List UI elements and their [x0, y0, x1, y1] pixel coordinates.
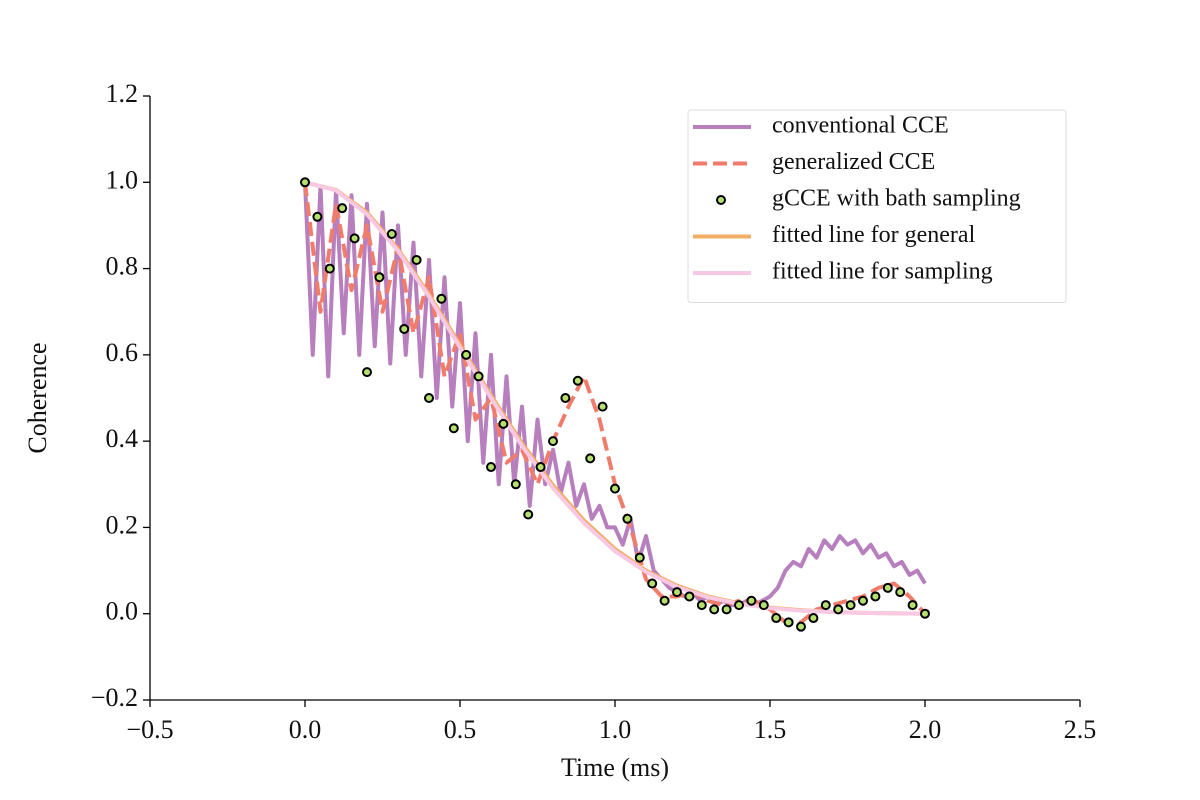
- scatter-point: [386, 229, 397, 240]
- scatter-point: [634, 552, 645, 563]
- scatter-point: [473, 371, 484, 382]
- x-tick-label: 2.0: [909, 715, 942, 744]
- scatter-point: [374, 272, 385, 283]
- scatter-point: [510, 479, 521, 490]
- scatter-point: [448, 423, 459, 434]
- scatter-point: [808, 613, 819, 624]
- x-tick-label: 0.0: [289, 715, 322, 744]
- scatter-point: [820, 600, 831, 611]
- series-line: [303, 182, 927, 608]
- x-tick-label: −0.5: [126, 715, 173, 744]
- y-tick-label: 0.6: [106, 338, 139, 367]
- legend-label: generalized CCE: [772, 149, 935, 175]
- x-axis-label: Time (ms): [561, 753, 669, 782]
- scatter-point: [907, 600, 918, 611]
- scatter-point: [709, 604, 720, 615]
- scatter-point: [796, 621, 806, 632]
- scatter-point: [721, 604, 732, 615]
- scatter-point: [486, 462, 496, 473]
- y-tick-label: 1.2: [106, 79, 139, 108]
- scatter-point: [672, 587, 682, 598]
- scatter-point: [535, 462, 546, 473]
- scatter-point: [424, 393, 434, 403]
- scatter-point: [548, 436, 558, 447]
- y-tick-label: 0.0: [106, 597, 139, 626]
- x-tick-label: 1.0: [599, 715, 632, 744]
- scatter-point: [882, 582, 893, 593]
- scatter-point: [858, 595, 868, 606]
- scatter-point: [523, 509, 534, 520]
- x-tick-label: 2.5: [1064, 715, 1097, 744]
- scatter-point: [845, 600, 856, 611]
- scatter-point: [758, 600, 769, 611]
- scatter-point: [312, 211, 323, 222]
- scatter-point: [337, 203, 348, 214]
- x-tick-label: 1.5: [754, 715, 787, 744]
- scatter-point: [560, 393, 571, 403]
- y-tick-label: 0.2: [106, 510, 139, 539]
- scatter-point: [771, 613, 782, 624]
- scatter-point: [349, 233, 360, 244]
- scatter-point: [597, 401, 608, 412]
- x-tick-label: 0.5: [444, 715, 477, 744]
- scatter-point: [920, 608, 930, 619]
- scatter-point: [684, 591, 695, 602]
- scatter-point: [498, 418, 509, 429]
- scatter-point: [436, 293, 447, 304]
- series-line: [304, 180, 926, 616]
- legend-label: fitted line for general: [772, 222, 976, 248]
- legend-label: gCCE with bath sampling: [772, 186, 1021, 212]
- y-tick-label: 1.0: [106, 165, 139, 194]
- scatter-point: [585, 453, 596, 464]
- scatter-point: [411, 254, 422, 265]
- scatter-point: [734, 600, 744, 611]
- scatter-point: [399, 323, 410, 334]
- scatter-point: [833, 604, 844, 615]
- scatter-point: [696, 600, 707, 611]
- scatter-point: [572, 375, 583, 386]
- scatter-point: [300, 177, 310, 188]
- scatter-point: [362, 367, 372, 378]
- scatter-point: [461, 349, 472, 360]
- legend-box: [687, 109, 1067, 303]
- y-tick-label: 0.8: [106, 252, 139, 281]
- scatter-point: [659, 595, 670, 606]
- scatter-point: [746, 595, 757, 606]
- y-tick-label: −0.2: [91, 683, 138, 712]
- scatter-point: [610, 483, 620, 494]
- scatter-point: [324, 263, 335, 274]
- y-tick-label: 0.4: [106, 424, 139, 453]
- scatter-point: [783, 617, 794, 628]
- legend-label: fitted line for sampling: [772, 259, 993, 285]
- scatter-point: [647, 578, 658, 589]
- legend-label: conventional CCE: [772, 113, 949, 139]
- scatter-point: [870, 591, 881, 602]
- y-axis-label: Coherence: [23, 342, 52, 453]
- scatter-point: [622, 513, 633, 524]
- scatter-point: [895, 587, 906, 598]
- legend-marker: [716, 195, 726, 205]
